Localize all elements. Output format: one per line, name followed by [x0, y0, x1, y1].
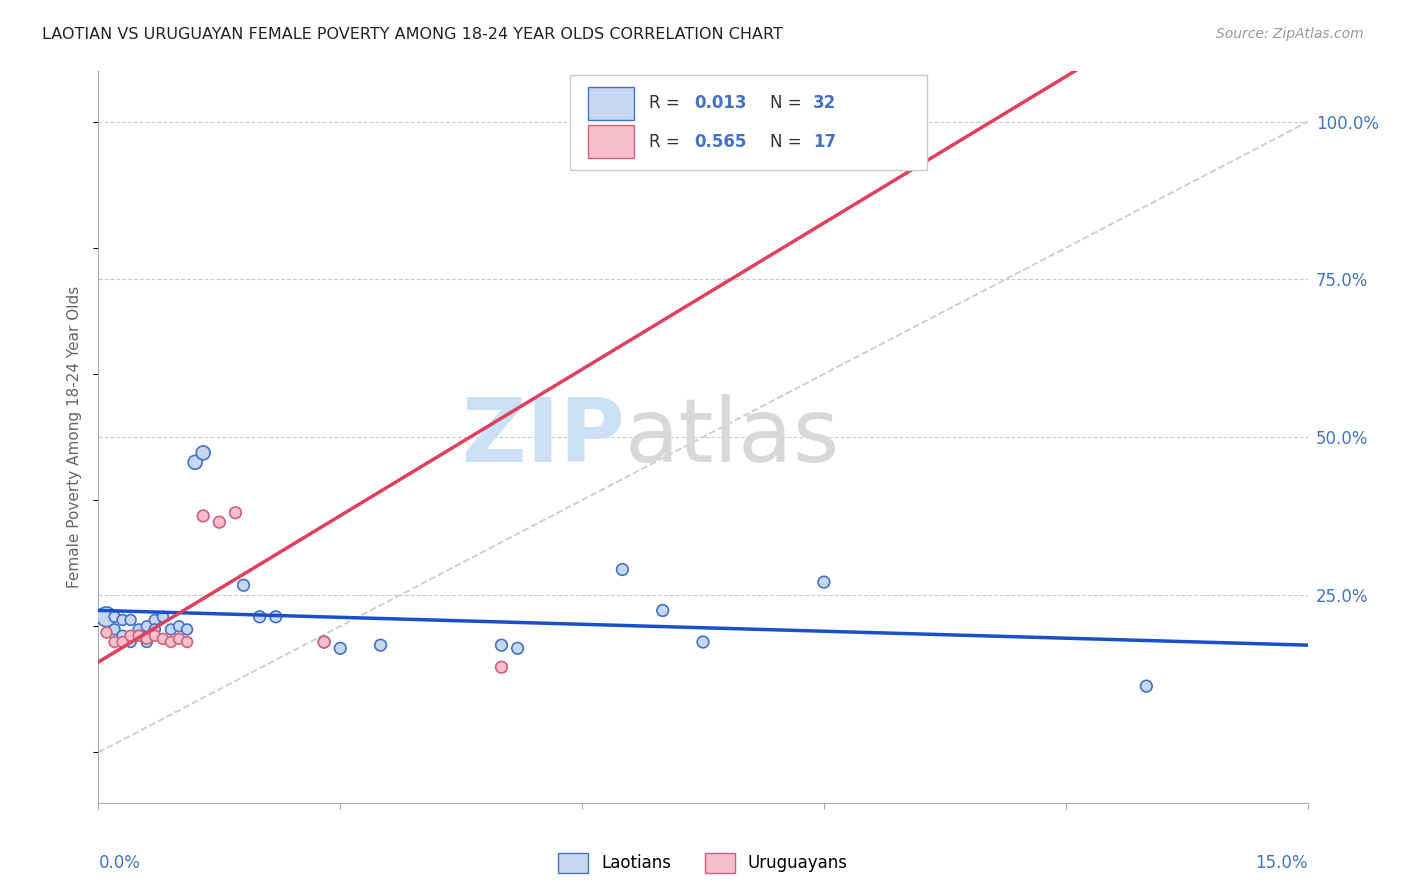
- Text: 0.013: 0.013: [695, 95, 747, 112]
- Y-axis label: Female Poverty Among 18-24 Year Olds: Female Poverty Among 18-24 Year Olds: [67, 286, 83, 588]
- Point: [103, 623, 125, 637]
- Point: [160, 623, 183, 637]
- Point: [1135, 679, 1157, 693]
- Point: [329, 641, 352, 656]
- Bar: [588, 126, 634, 158]
- Text: LAOTIAN VS URUGUAYAN FEMALE POVERTY AMONG 18-24 YEAR OLDS CORRELATION CHART: LAOTIAN VS URUGUAYAN FEMALE POVERTY AMON…: [42, 27, 783, 42]
- Text: N =: N =: [769, 95, 807, 112]
- Point: [120, 629, 142, 643]
- Text: 0.0%: 0.0%: [98, 854, 141, 872]
- Point: [111, 635, 134, 649]
- Point: [120, 635, 142, 649]
- Point: [224, 506, 246, 520]
- Point: [193, 508, 215, 523]
- Text: 17: 17: [813, 133, 837, 151]
- Point: [491, 660, 513, 674]
- Point: [135, 632, 157, 646]
- Point: [167, 632, 190, 646]
- Text: Source: ZipAtlas.com: Source: ZipAtlas.com: [1216, 27, 1364, 41]
- Point: [96, 609, 118, 624]
- Text: 0.565: 0.565: [695, 133, 747, 151]
- Point: [143, 623, 166, 637]
- Point: [143, 613, 166, 627]
- Point: [184, 455, 207, 469]
- Point: [152, 632, 174, 646]
- Point: [651, 603, 673, 617]
- Point: [249, 609, 271, 624]
- Point: [111, 613, 134, 627]
- Point: [176, 623, 198, 637]
- Point: [135, 635, 157, 649]
- Text: 32: 32: [813, 95, 837, 112]
- FancyBboxPatch shape: [569, 75, 927, 170]
- Text: N =: N =: [769, 133, 807, 151]
- Point: [491, 638, 513, 652]
- Point: [692, 635, 714, 649]
- Point: [314, 635, 336, 649]
- Point: [167, 619, 190, 633]
- Point: [103, 609, 125, 624]
- Point: [314, 635, 336, 649]
- Point: [120, 613, 142, 627]
- Point: [143, 629, 166, 643]
- Bar: [588, 87, 634, 120]
- Point: [111, 629, 134, 643]
- Point: [813, 575, 835, 590]
- Text: ZIP: ZIP: [461, 393, 624, 481]
- Point: [128, 629, 150, 643]
- Point: [595, 134, 617, 148]
- Text: atlas: atlas: [624, 393, 839, 481]
- Point: [103, 635, 125, 649]
- Point: [135, 619, 157, 633]
- Point: [232, 578, 254, 592]
- Point: [160, 635, 183, 649]
- Point: [264, 609, 287, 624]
- Point: [612, 562, 634, 576]
- Point: [370, 638, 392, 652]
- Point: [506, 641, 529, 656]
- Text: R =: R =: [648, 133, 685, 151]
- Point: [152, 609, 174, 624]
- Point: [208, 515, 231, 529]
- Point: [193, 446, 215, 460]
- Point: [128, 623, 150, 637]
- Text: 15.0%: 15.0%: [1256, 854, 1308, 872]
- Point: [176, 635, 198, 649]
- Point: [96, 625, 118, 640]
- Text: R =: R =: [648, 95, 685, 112]
- Point: [128, 629, 150, 643]
- Legend: Laotians, Uruguayans: Laotians, Uruguayans: [551, 847, 855, 880]
